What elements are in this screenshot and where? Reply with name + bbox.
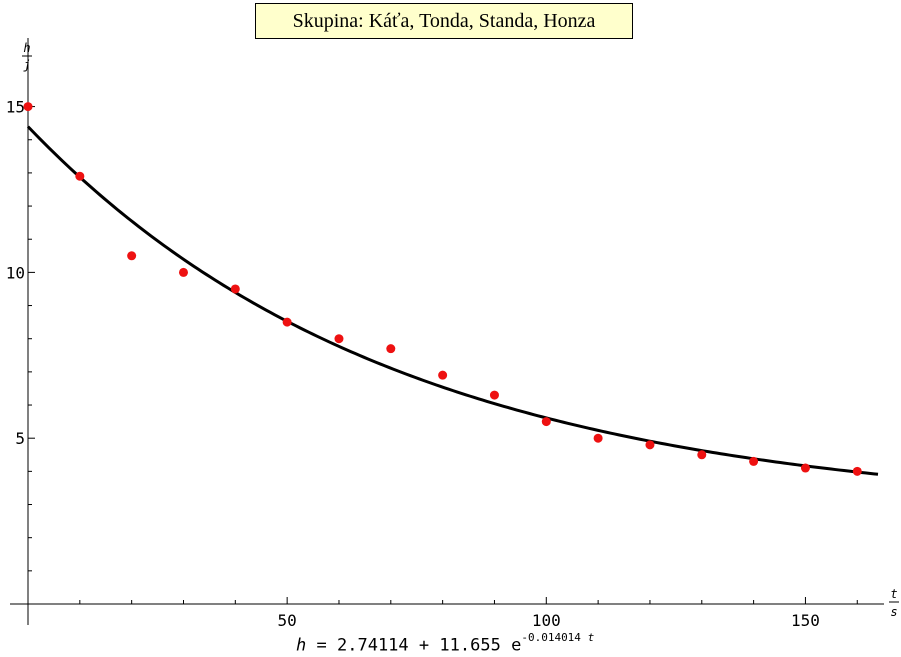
y-axis-label-denominator: j: [23, 58, 30, 72]
formula-b: 11.655: [439, 635, 501, 656]
data-point: [178, 267, 188, 277]
y-tick-label: 15: [6, 98, 25, 117]
formula-e: e: [511, 635, 522, 656]
data-point: [438, 370, 448, 380]
data-point: [489, 390, 499, 400]
data-point: [645, 440, 655, 450]
data-point: [23, 102, 33, 112]
data-point: [282, 317, 292, 327]
x-axis-label-numerator: t: [890, 587, 897, 601]
data-point: [75, 171, 85, 181]
formula-a: 2.74114: [337, 635, 409, 656]
axes: 50 100 150 5 10 15 hj ts: [6, 38, 899, 630]
data-point: [697, 450, 707, 460]
y-tick-label: 5: [15, 429, 25, 448]
data-point: [593, 433, 603, 443]
formula-plus: +: [418, 635, 430, 656]
data-point: [127, 251, 137, 261]
formula-exponent: -0.014014 t: [521, 631, 595, 644]
fit-curve-layer: [26, 125, 879, 476]
y-tick-label: 10: [6, 263, 25, 282]
x-axis-label-denominator: s: [890, 605, 897, 619]
data-point: [749, 456, 759, 466]
data-point: [541, 417, 551, 427]
data-point: [852, 466, 862, 476]
data-point: [230, 284, 240, 294]
y-axis-label-numerator: h: [23, 41, 30, 55]
chart-title: Skupina: Káťa, Tonda, Standa, Honza: [255, 3, 633, 39]
fit-curve: [26, 125, 879, 476]
x-tick-label: 50: [278, 611, 297, 630]
formula-variable: h: [296, 635, 307, 656]
x-tick-label: 100: [532, 611, 561, 630]
fit-formula: h = 2.74114 + 11.655 e-0.014014 t: [296, 631, 595, 656]
formula-equals: =: [316, 635, 327, 656]
x-tick-label: 150: [791, 611, 820, 630]
data-point: [386, 344, 396, 354]
data-points-layer: [23, 102, 862, 476]
data-point: [800, 463, 810, 473]
data-point: [334, 334, 344, 344]
